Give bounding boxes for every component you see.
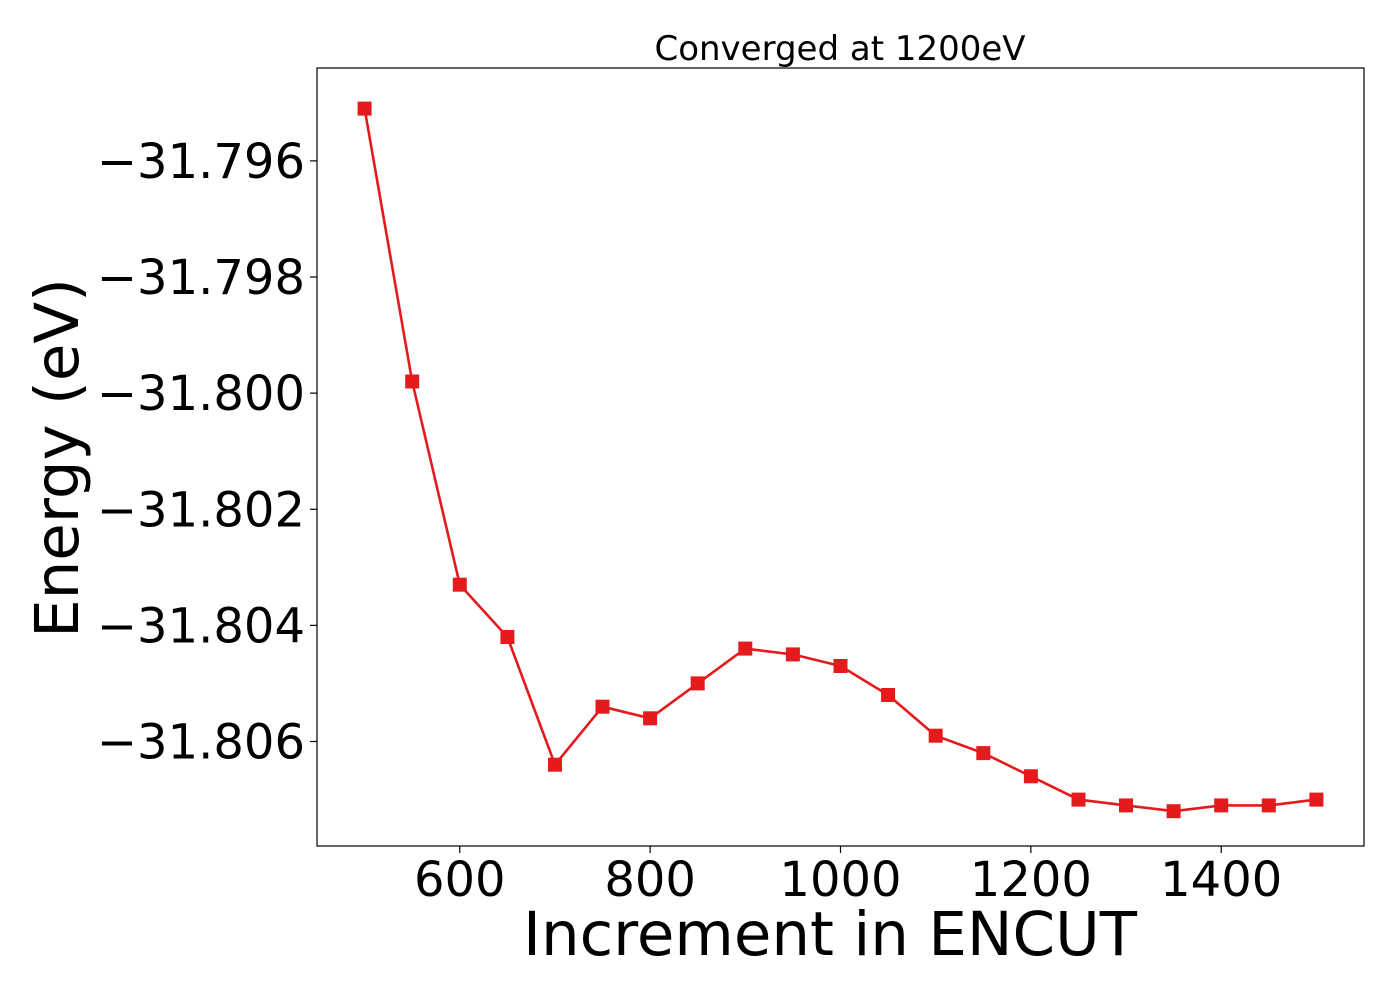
data-point bbox=[405, 374, 420, 389]
data-point bbox=[1309, 792, 1324, 807]
y-tick-label: −31.796 bbox=[97, 134, 305, 190]
data-point bbox=[976, 746, 991, 761]
data-point bbox=[643, 711, 658, 726]
x-tick-label: 1000 bbox=[779, 852, 901, 908]
x-tick-label: 1200 bbox=[970, 852, 1092, 908]
data-point bbox=[690, 676, 705, 691]
data-point bbox=[1119, 798, 1133, 813]
data-point bbox=[1166, 804, 1181, 819]
data-point bbox=[785, 647, 800, 662]
data-point bbox=[1214, 798, 1229, 813]
series-line bbox=[363, 108, 1317, 813]
data-point bbox=[928, 728, 943, 743]
y-tick-label: −31.802 bbox=[97, 482, 305, 538]
data-point bbox=[595, 699, 610, 714]
data-point bbox=[452, 577, 467, 592]
data-point bbox=[1071, 792, 1086, 807]
chart-title: Converged at 1200eV bbox=[654, 29, 1025, 69]
plot-frame bbox=[316, 67, 1365, 847]
data-point bbox=[738, 641, 753, 656]
y-tick-label: −31.798 bbox=[97, 250, 305, 306]
y-tick-label: −31.806 bbox=[97, 714, 305, 770]
plot-area bbox=[357, 101, 1324, 819]
y-tick-label: −31.804 bbox=[97, 598, 305, 654]
x-axis: 600 800 1000 1200 1400 bbox=[414, 846, 1282, 908]
x-tick-label: 1400 bbox=[1160, 852, 1282, 908]
data-point bbox=[833, 659, 848, 673]
y-axis-title: Energy (eV) bbox=[22, 278, 93, 638]
y-axis: −31.796 −31.798 −31.800 −31.802 −31.804 −31.8… bbox=[97, 134, 317, 770]
x-axis-title: Increment in ENCUT bbox=[523, 899, 1138, 970]
data-point bbox=[1261, 798, 1276, 813]
data-point bbox=[500, 630, 515, 644]
data-point bbox=[548, 757, 562, 772]
y-tick-label: −31.800 bbox=[97, 366, 305, 422]
data-point bbox=[1023, 769, 1038, 784]
data-point bbox=[881, 688, 896, 702]
x-tick-label: 800 bbox=[604, 852, 696, 908]
x-tick-label: 600 bbox=[414, 852, 506, 908]
data-point bbox=[357, 101, 372, 116]
